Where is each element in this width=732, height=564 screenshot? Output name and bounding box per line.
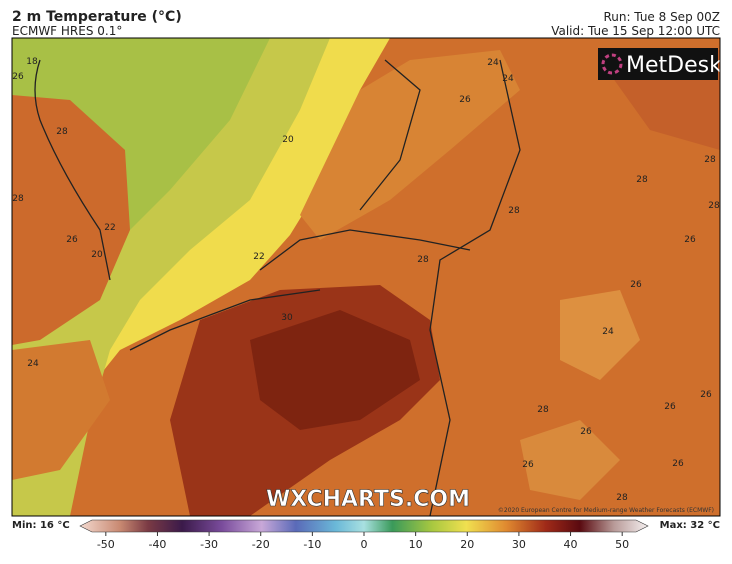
contour-label: 24 — [27, 359, 39, 369]
contour-label: 28 — [12, 194, 24, 204]
colorbar-tick-label: 50 — [615, 538, 629, 551]
contour-label: 26 — [630, 280, 642, 290]
contour-label: 28 — [704, 155, 716, 165]
contour-label: 20 — [282, 135, 294, 145]
colorbar-tick-label: 40 — [564, 538, 578, 551]
contour-label: 30 — [281, 313, 293, 323]
colorbar — [79, 519, 649, 533]
contour-label: 28 — [537, 405, 549, 415]
min-label: Min: 16 °C — [12, 520, 70, 531]
colorbar-tick-label: -40 — [148, 538, 166, 551]
colorbar-tick-label: 30 — [512, 538, 526, 551]
map: MetDesk — [12, 38, 722, 516]
contour-label: 28 — [708, 201, 720, 211]
contour-label: 24 — [502, 74, 514, 84]
watermark: WXCHARTS.COM — [266, 487, 470, 512]
contour-label: 26 — [664, 402, 676, 412]
max-label: Max: 32 °C — [660, 520, 720, 531]
contour-label: 26 — [672, 459, 684, 469]
colorbar-tick-label: -50 — [97, 538, 115, 551]
contour-label: 24 — [602, 327, 614, 337]
contour-label: 26 — [66, 235, 78, 245]
contour-label: 26 — [580, 427, 592, 437]
contour-label: 28 — [56, 127, 68, 137]
colorbar-tick-label: -20 — [252, 538, 270, 551]
colorbar-tick-label: 20 — [460, 538, 474, 551]
contour-label: 28 — [616, 493, 628, 503]
title: 2 m Temperature (°C) — [12, 9, 182, 25]
colorbar-tick-label: -30 — [200, 538, 218, 551]
logo: MetDesk — [626, 53, 722, 78]
model: ECMWF HRES 0.1° — [12, 24, 122, 38]
contour-label: 26 — [12, 72, 24, 82]
contour-label: 20 — [91, 250, 103, 260]
contour-label: 28 — [636, 175, 648, 185]
copyright: ©2020 European Centre for Medium-range W… — [498, 507, 714, 514]
contour-label: 24 — [487, 58, 499, 68]
run: Run: Tue 8 Sep 00Z — [603, 10, 720, 24]
valid: Valid: Tue 15 Sep 12:00 UTC — [551, 24, 720, 38]
contour-label: 28 — [508, 206, 520, 216]
colorbar-tick-label: 10 — [409, 538, 423, 551]
contour-label: 26 — [459, 95, 471, 105]
colorbar-tick-label: 0 — [361, 538, 368, 551]
contour-label: 28 — [417, 255, 429, 265]
contour-label: 22 — [253, 252, 264, 262]
contour-label: 26 — [684, 235, 696, 245]
contour-label: 22 — [104, 223, 115, 233]
contour-label: 26 — [700, 390, 712, 400]
contour-label: 26 — [522, 460, 534, 470]
contour-label: 18 — [26, 57, 38, 67]
colorbar-tick-label: -10 — [303, 538, 321, 551]
